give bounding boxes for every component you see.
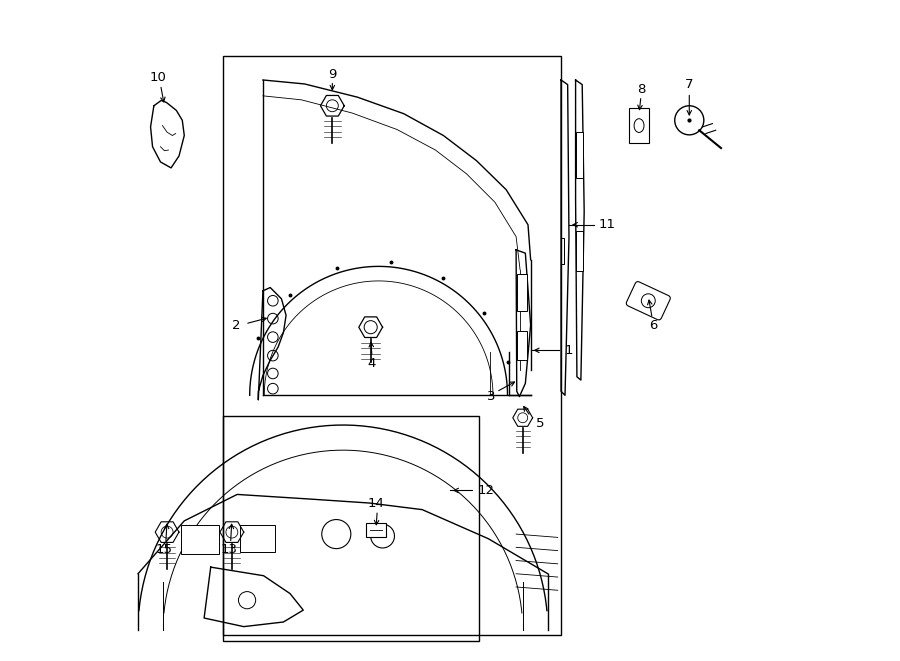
Bar [240,525,274,552]
Ellipse shape [634,119,644,132]
FancyBboxPatch shape [626,282,670,320]
Text: 15: 15 [156,543,173,557]
Bar [222,56,561,635]
Bar [629,108,649,143]
Text: 3: 3 [488,390,496,403]
Bar [222,416,479,641]
Bar [576,231,583,271]
Text: 11: 11 [598,218,616,231]
Text: 8: 8 [637,83,645,96]
Bar [181,525,220,554]
Text: 1: 1 [564,344,573,357]
Text: 10: 10 [149,71,166,85]
Text: 13: 13 [220,543,237,557]
Text: 4: 4 [368,357,376,370]
Text: 2: 2 [232,319,240,332]
Text: 9: 9 [328,67,337,81]
Text: 6: 6 [650,319,658,332]
Text: 5: 5 [536,416,544,430]
Text: 7: 7 [685,78,694,91]
Bar [517,274,527,311]
Bar [576,132,583,178]
Text: 12: 12 [477,484,494,497]
Bar [366,523,386,537]
Text: 14: 14 [367,497,384,510]
Bar [517,330,527,360]
